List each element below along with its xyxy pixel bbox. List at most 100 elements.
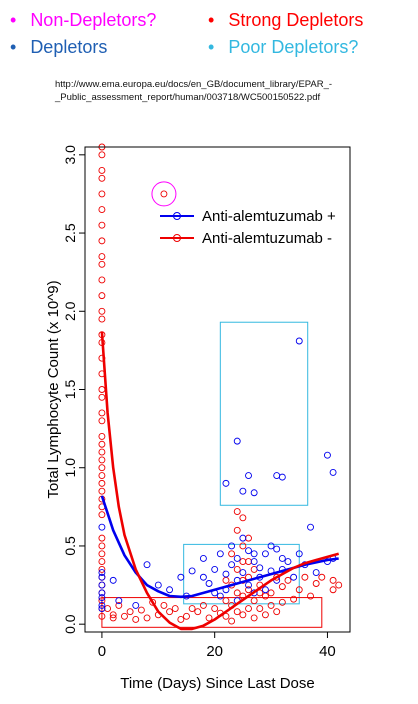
data-point-positive — [109, 576, 117, 584]
data-point-positive — [295, 550, 303, 558]
bullet-icon: • — [208, 37, 215, 57]
data-point-positive — [284, 558, 292, 566]
data-point-negative — [261, 611, 269, 619]
data-point-negative — [98, 511, 106, 519]
y-tick-label: 0.0 — [62, 614, 78, 634]
data-point-positive — [239, 569, 247, 576]
data-point-negative — [98, 456, 106, 464]
data-point-negative — [98, 253, 106, 260]
data-point-negative — [228, 550, 236, 558]
data-point-negative — [98, 542, 106, 550]
data-point-negative — [307, 592, 314, 600]
data-point-negative — [98, 206, 106, 214]
y-tick-label: 2.0 — [62, 301, 78, 321]
data-point-negative — [98, 315, 106, 323]
data-point-negative — [98, 276, 106, 284]
data-point-positive — [205, 580, 213, 587]
data-point-negative — [98, 464, 106, 472]
y-tick-label: 3.0 — [62, 145, 78, 165]
legend-entry-label: Anti-alemtuzumab + — [202, 208, 336, 225]
data-point-negative — [98, 612, 106, 620]
data-point-positive — [98, 581, 106, 589]
data-point-negative — [318, 573, 326, 581]
data-point-positive — [312, 569, 320, 576]
data-point-negative — [98, 487, 106, 495]
data-point-positive — [273, 545, 281, 553]
data-point-negative — [245, 534, 252, 542]
data-point-positive — [216, 592, 224, 600]
data-point-negative — [250, 614, 258, 622]
data-point-negative — [183, 612, 190, 620]
data-point-positive — [98, 573, 106, 581]
data-point-negative — [199, 601, 207, 609]
data-point-negative — [233, 508, 241, 515]
data-point-positive — [154, 581, 162, 589]
data-point-positive — [261, 550, 269, 558]
data-point-negative — [188, 605, 196, 612]
data-point-negative — [233, 589, 241, 597]
data-point-negative — [245, 586, 252, 594]
data-point-positive — [98, 601, 106, 609]
x-tick-label: 40 — [319, 643, 336, 660]
data-point-negative — [104, 605, 112, 612]
legend-depletors-label: Depletors — [30, 37, 108, 57]
data-point-positive — [250, 489, 258, 497]
bullet-icon: • — [10, 37, 17, 57]
data-point-negative — [98, 237, 106, 245]
fit-curve-positive — [100, 495, 339, 599]
data-point-negative — [98, 167, 106, 174]
data-point-negative — [222, 612, 230, 620]
data-point-positive — [239, 534, 247, 542]
data-point-positive — [228, 542, 236, 550]
data-point-negative — [284, 576, 292, 584]
data-point-negative — [329, 586, 337, 594]
data-point-negative — [166, 608, 174, 616]
data-point-positive — [307, 523, 314, 531]
data-point-negative — [98, 534, 106, 542]
data-point-negative — [222, 576, 230, 584]
data-point-negative — [278, 598, 286, 606]
legend-poor-depletors: • Poor Depletors? — [208, 37, 358, 58]
legend-strong-depletors: • Strong Depletors — [208, 10, 363, 31]
data-point-negative — [233, 608, 241, 616]
data-point-negative — [98, 558, 106, 566]
data-point-negative — [109, 611, 117, 619]
data-point-negative — [278, 583, 286, 591]
data-point-negative — [171, 605, 179, 612]
data-point-negative — [256, 605, 264, 612]
data-point-negative — [250, 565, 258, 573]
data-point-negative — [239, 558, 247, 566]
data-point-negative — [132, 616, 140, 623]
data-point-positive — [239, 487, 247, 495]
data-point-negative — [115, 601, 123, 609]
data-point-positive — [166, 586, 174, 594]
data-point-negative — [109, 614, 117, 622]
data-point-positive — [199, 555, 207, 562]
data-point-negative — [98, 393, 106, 401]
data-point-negative — [239, 611, 247, 619]
data-point-positive — [222, 479, 230, 487]
data-point-positive — [261, 586, 269, 594]
source-url-line-2: _Public_assessment_report/human/003718/W… — [55, 92, 321, 103]
legend-non-depletors-label: Non-Depletors? — [30, 10, 157, 30]
data-point-negative — [98, 307, 106, 315]
data-point-negative — [98, 174, 106, 182]
data-point-negative — [98, 432, 106, 440]
data-point-negative — [98, 472, 106, 479]
data-point-negative — [211, 605, 219, 612]
y-axis-label: Total Lymphocyte Count (x 10^9) — [45, 280, 62, 498]
data-point-positive — [98, 589, 106, 597]
data-point-negative — [205, 614, 213, 622]
annotation-rect — [183, 543, 300, 605]
y-tick-label: 2.5 — [62, 223, 78, 243]
data-point-negative — [98, 565, 106, 573]
data-point-negative — [126, 608, 134, 616]
data-point-positive — [211, 565, 219, 573]
data-point-positive — [98, 605, 106, 612]
legend-entry-label: Anti-alemtuzumab - — [202, 230, 332, 247]
y-tick-label: 1.0 — [62, 458, 78, 478]
data-point-negative — [267, 601, 275, 609]
data-point-positive — [256, 564, 264, 572]
data-point-negative — [98, 550, 106, 558]
data-point-positive — [98, 594, 106, 602]
